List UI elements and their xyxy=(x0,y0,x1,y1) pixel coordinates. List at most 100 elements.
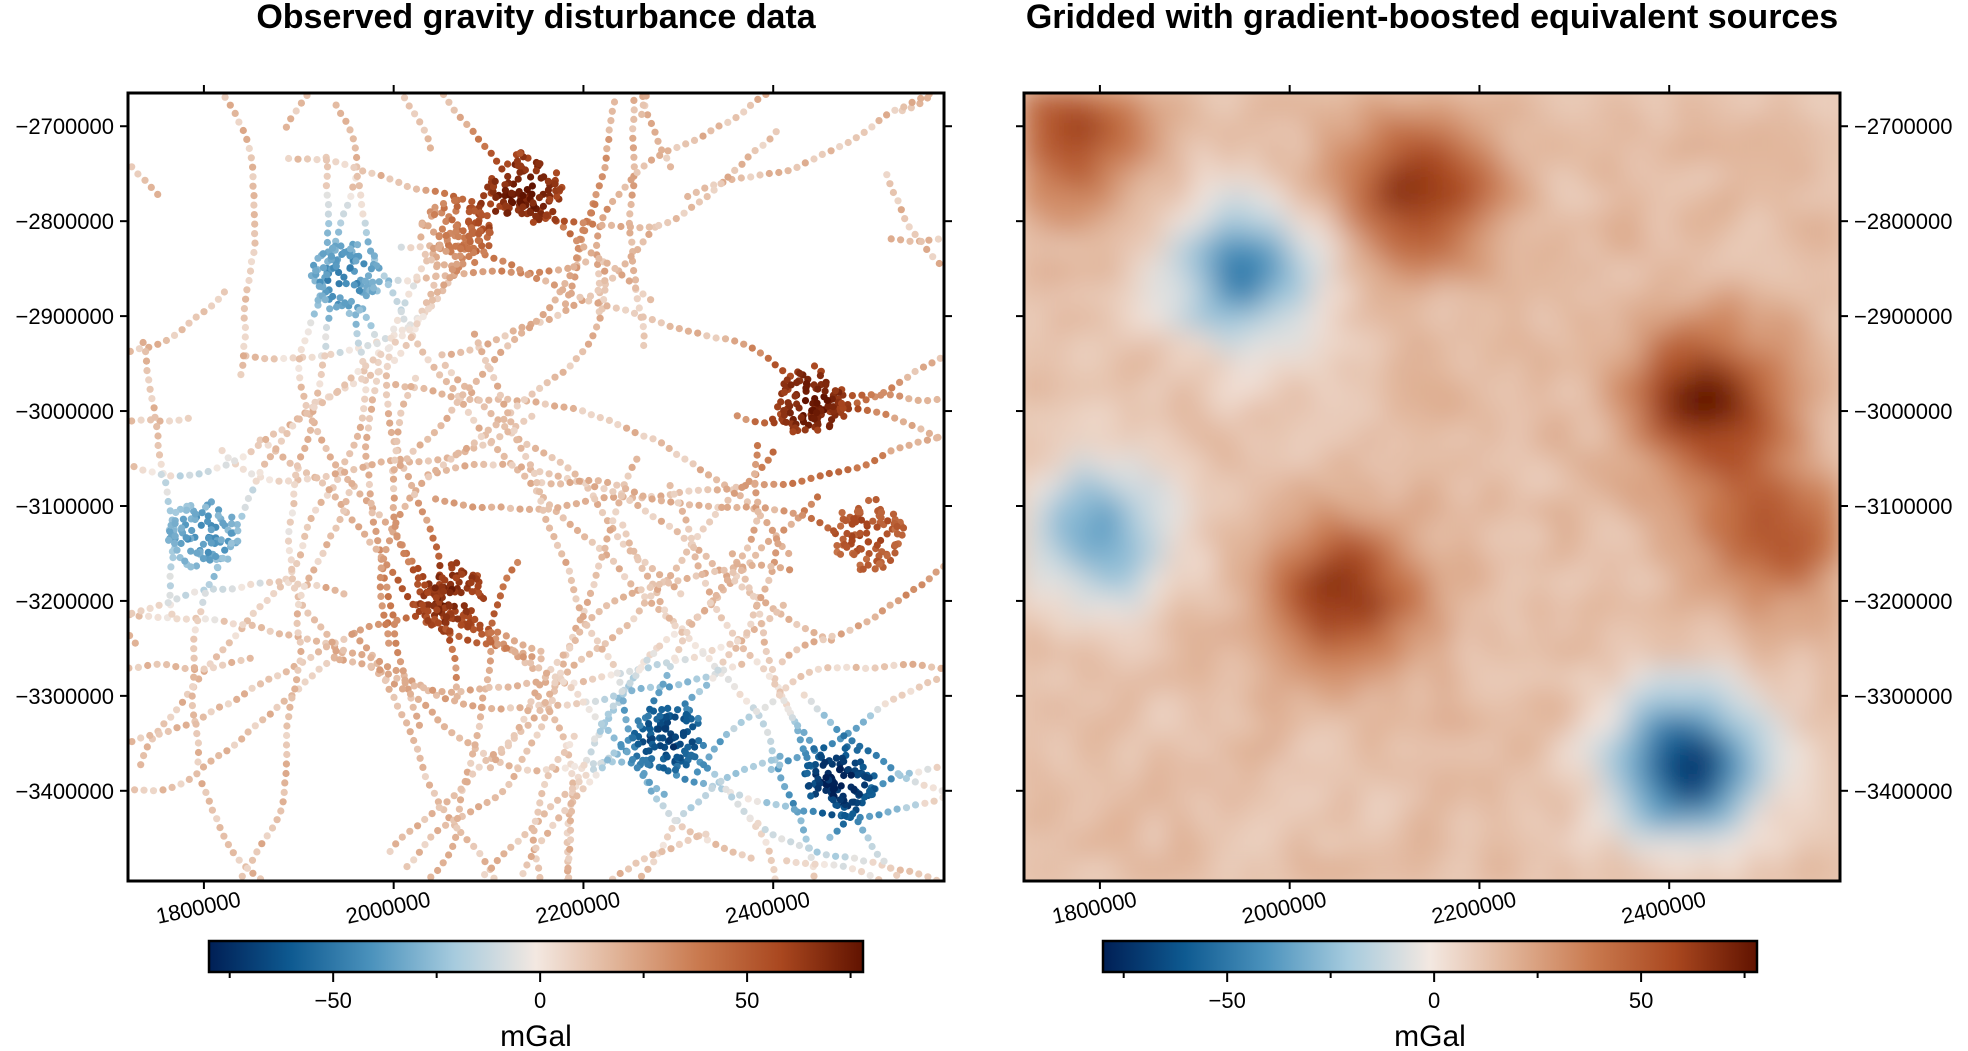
observation-point xyxy=(475,722,483,731)
observation-point xyxy=(848,392,857,400)
grid-cell xyxy=(1695,545,1721,572)
observation-point xyxy=(854,818,862,826)
observation-point xyxy=(573,254,581,262)
grid-cell xyxy=(1455,402,1481,429)
observation-point xyxy=(628,463,636,471)
grid-cell xyxy=(1695,832,1721,859)
observation-point xyxy=(385,537,394,545)
observation-point xyxy=(228,585,236,593)
grid-cell xyxy=(1071,521,1097,548)
grid-cell xyxy=(1767,426,1793,453)
observation-point xyxy=(899,418,908,426)
grid-cell xyxy=(1575,689,1601,715)
grid-cell xyxy=(1071,497,1097,524)
observation-point xyxy=(607,221,616,229)
grid-cell xyxy=(1239,283,1265,309)
grid-cell xyxy=(1671,784,1697,811)
observation-point xyxy=(185,319,193,327)
observation-point xyxy=(427,833,435,841)
grid-cell xyxy=(1743,784,1769,811)
observation-point xyxy=(753,707,761,716)
observation-point xyxy=(486,365,494,373)
observation-point xyxy=(390,693,398,702)
observation-point xyxy=(223,747,231,755)
observation-point xyxy=(432,543,441,551)
observation-point xyxy=(706,518,714,526)
observation-point xyxy=(397,308,405,316)
grid-cell xyxy=(1024,402,1049,429)
observation-point xyxy=(904,373,912,381)
observation-point xyxy=(664,147,672,155)
observation-point xyxy=(675,840,684,849)
observation-point xyxy=(310,403,318,411)
observation-point xyxy=(704,471,713,479)
observation-point xyxy=(644,865,652,873)
observation-point xyxy=(323,163,332,171)
observation-point xyxy=(540,449,548,457)
observation-point xyxy=(242,295,250,303)
observation-point xyxy=(844,138,852,147)
grid-cell xyxy=(1815,187,1840,214)
grid-cell xyxy=(1287,545,1313,572)
grid-cell xyxy=(1311,354,1337,381)
grid-cell xyxy=(1335,93,1361,118)
grid-cell xyxy=(1119,402,1145,429)
observation-point xyxy=(666,663,674,671)
observation-point xyxy=(375,278,383,286)
observation-point xyxy=(887,235,895,243)
grid-cell xyxy=(1047,187,1073,214)
grid-cell xyxy=(1743,736,1769,763)
observation-point xyxy=(128,163,136,171)
observation-point xyxy=(347,297,355,306)
observation-point xyxy=(824,402,832,410)
grid-cell xyxy=(1551,593,1577,620)
grid-cell xyxy=(1623,354,1649,381)
grid-cell xyxy=(1239,521,1265,548)
observation-point xyxy=(694,329,702,337)
grid-cell xyxy=(1575,712,1601,739)
grid-cell xyxy=(1407,211,1433,238)
observation-point xyxy=(673,528,681,536)
grid-cell xyxy=(1287,617,1313,644)
grid-cell xyxy=(1287,163,1313,190)
grid-cell xyxy=(1407,497,1433,524)
grid-cell xyxy=(1815,641,1840,668)
grid-cell xyxy=(1047,784,1073,811)
observation-point xyxy=(390,513,398,521)
grid-cell xyxy=(1551,617,1577,644)
grid-cell xyxy=(1263,139,1289,166)
grid-cell xyxy=(1047,760,1073,787)
grid-cell xyxy=(1407,306,1433,333)
observation-point xyxy=(250,201,258,209)
observation-point xyxy=(866,812,874,821)
observation-point xyxy=(285,547,293,555)
grid-cell xyxy=(1527,235,1553,262)
observation-point xyxy=(889,188,898,197)
grid-cell xyxy=(1215,689,1241,715)
observation-point xyxy=(594,299,602,307)
observation-point xyxy=(671,817,679,825)
grid-cell xyxy=(1215,497,1241,524)
observation-point xyxy=(687,804,695,812)
grid-cell xyxy=(1719,832,1745,859)
grid-cell xyxy=(1695,378,1721,405)
observation-point xyxy=(386,847,394,856)
grid-cell xyxy=(1143,330,1169,357)
observation-point xyxy=(807,474,815,482)
observation-point xyxy=(924,679,932,687)
observation-point xyxy=(178,524,186,532)
observation-point xyxy=(551,716,559,724)
observation-point xyxy=(435,552,443,560)
observation-point xyxy=(453,814,462,823)
observation-point xyxy=(341,458,349,466)
grid-cell xyxy=(1239,354,1265,381)
colorbar-tick-label: 0 xyxy=(1428,988,1440,1013)
grid-cell xyxy=(1551,426,1577,453)
observation-point xyxy=(251,239,259,247)
observation-point xyxy=(613,669,621,677)
observation-point xyxy=(323,191,331,199)
observation-point xyxy=(353,241,362,249)
observation-point xyxy=(668,824,676,833)
observation-point xyxy=(516,149,524,157)
